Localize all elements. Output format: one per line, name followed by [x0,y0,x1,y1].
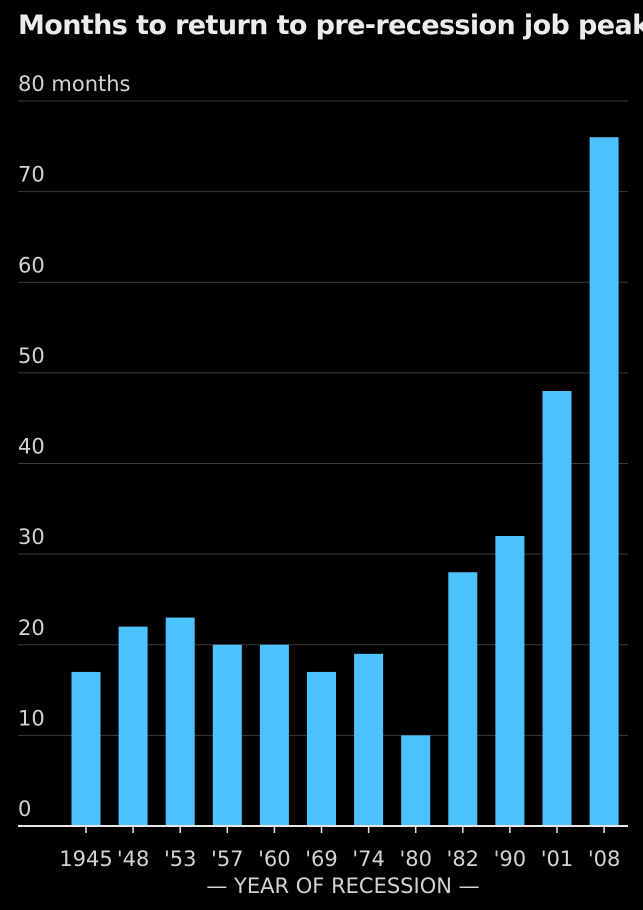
bar [542,391,572,826]
axis-layer [18,825,628,833]
y-tick-label: 60 [18,253,45,277]
bar [448,572,478,826]
y-tick-label: 20 [18,616,45,640]
x-tick-label: '60 [258,847,291,871]
bar [212,644,242,826]
y-tick-label: 0 [18,797,31,821]
x-axis-title: — YEAR OF RECESSION — [206,874,479,898]
y-tick-label: 50 [18,344,45,368]
x-tick-label: '82 [447,847,480,871]
x-tick-label: '57 [211,847,244,871]
x-tick-label: '90 [494,847,527,871]
bar [71,671,101,826]
x-tick-label: '53 [164,847,197,871]
bar [589,137,619,826]
bar [259,644,289,826]
bar [495,536,525,826]
bar [401,735,431,826]
bar [118,626,148,826]
x-tick-label: '01 [541,847,574,871]
x-tick-label: '80 [399,847,432,871]
chart-title: Months to return to pre-recession job pe… [18,10,643,41]
bar [307,671,336,826]
x-tick-label: 1945 [59,847,112,871]
bar [354,653,384,826]
label-layer: 0 10 20 30 40 50 60 70 80 months 1945'48 '53 '57 '60… [18,72,620,898]
x-tick-label: '69 [305,847,338,871]
x-tick-label: '48 [117,847,150,871]
bar [165,617,195,826]
x-tick-label: '74 [352,847,385,871]
bar-layer [71,137,619,826]
y-tick-label: 80 months [18,72,131,96]
y-tick-label: 30 [18,525,45,549]
x-tick-label: '08 [588,847,621,871]
y-tick-label: 40 [18,435,45,459]
y-tick-label: 70 [18,163,45,187]
y-tick-label: 10 [18,706,45,730]
grid-layer [18,100,628,736]
